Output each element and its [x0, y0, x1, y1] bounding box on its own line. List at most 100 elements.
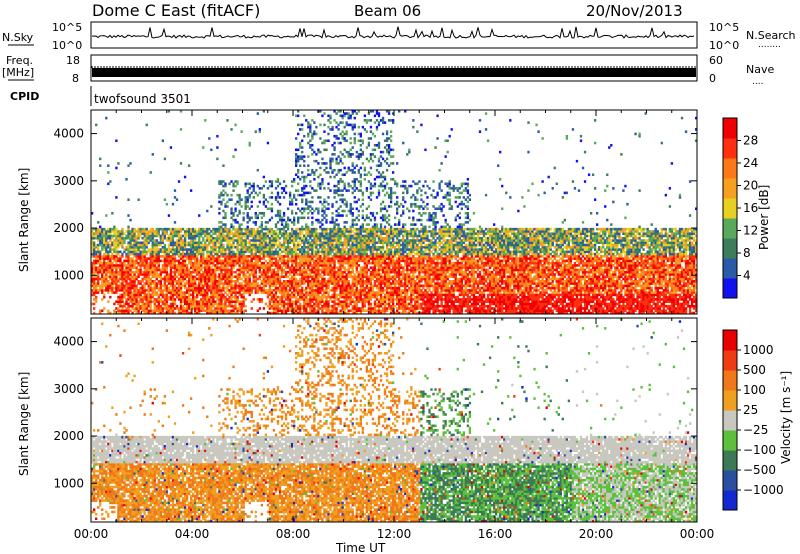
data-cell [293, 293, 296, 297]
data-cell [222, 246, 225, 249]
data-cell [335, 125, 338, 129]
data-cell [121, 234, 124, 238]
data-cell [198, 266, 201, 269]
data-cell [206, 291, 209, 294]
data-cell [335, 189, 338, 192]
data-cell [232, 255, 235, 258]
data-cell [264, 180, 268, 183]
data-cell [187, 270, 191, 274]
data-cell [240, 205, 243, 208]
data-cell [204, 309, 207, 313]
data-cell [307, 286, 310, 290]
data-cell [206, 261, 209, 265]
data-cell [155, 255, 158, 258]
data-cell [351, 180, 354, 183]
data-cell [286, 307, 290, 310]
data-cell [171, 277, 175, 281]
data-cell [303, 266, 306, 269]
data-cell [218, 286, 221, 290]
data-cell [305, 234, 308, 238]
data-cell [335, 191, 338, 195]
data-cell [349, 155, 352, 158]
data-cell [224, 286, 227, 290]
data-cell [315, 282, 318, 285]
data-cell [133, 309, 136, 313]
data-cell [295, 173, 298, 177]
data-cell [284, 284, 288, 288]
data-cell [119, 236, 122, 240]
data-cell [133, 273, 136, 276]
data-cell [111, 289, 114, 292]
data-cell [331, 304, 334, 308]
data-cell [353, 243, 356, 247]
data-cell [189, 246, 193, 249]
data-cell [315, 291, 318, 294]
data-cell [141, 257, 144, 260]
data-cell [341, 289, 344, 292]
data-cell [125, 286, 128, 290]
data-cell [309, 191, 312, 195]
data-cell [220, 277, 223, 281]
data-cell [159, 311, 162, 315]
data-cell [268, 284, 272, 288]
data-cell [343, 257, 346, 260]
data-cell [341, 293, 344, 297]
data-cell [157, 264, 160, 267]
data-cell [133, 243, 136, 247]
data-cell [349, 284, 352, 288]
data-cell [305, 273, 308, 276]
data-cell [202, 252, 205, 256]
data-cell [321, 268, 324, 272]
data-cell [272, 241, 276, 245]
data-cell [313, 255, 316, 258]
data-cell [280, 311, 284, 315]
data-cell [307, 300, 310, 303]
data-cell [214, 270, 217, 274]
data-cell [254, 259, 257, 263]
data-cell [295, 268, 298, 272]
data-cell [238, 261, 241, 265]
data-cell [301, 286, 304, 290]
data-cell [335, 273, 338, 276]
data-cell [177, 277, 181, 281]
data-cell [198, 286, 201, 290]
data-cell [303, 275, 306, 279]
data-cell [258, 243, 261, 247]
data-cell [357, 291, 360, 294]
data-cell [226, 282, 229, 285]
data-cell [353, 252, 356, 256]
data-cell [343, 221, 346, 224]
data-cell [323, 112, 326, 115]
data-cell [254, 261, 257, 265]
data-cell [301, 298, 304, 301]
data-cell [137, 252, 140, 256]
data-cell [105, 241, 108, 245]
data-cell [286, 291, 290, 294]
data-cell [286, 227, 290, 231]
data-cell [113, 246, 116, 249]
data-cell [345, 277, 348, 281]
data-cell [351, 243, 354, 247]
data-cell [234, 289, 237, 292]
data-cell [288, 277, 292, 281]
data-cell [169, 311, 173, 315]
data-cell [115, 246, 118, 249]
data-cell [177, 280, 181, 283]
data-cell [303, 289, 306, 292]
data-cell [212, 300, 215, 303]
data-cell [295, 114, 298, 118]
data-cell [222, 255, 225, 258]
data-cell [329, 311, 332, 315]
data-cell [230, 230, 233, 233]
data-cell [268, 282, 272, 285]
data-cell [343, 266, 346, 269]
data-cell [349, 236, 352, 240]
data-cell [345, 302, 348, 306]
data-cell [161, 302, 165, 306]
data-cell [127, 275, 130, 279]
data-cell [93, 275, 96, 279]
data-cell [157, 257, 160, 260]
data-cell [313, 309, 316, 313]
data-cell [242, 257, 245, 260]
data-cell [264, 264, 268, 267]
